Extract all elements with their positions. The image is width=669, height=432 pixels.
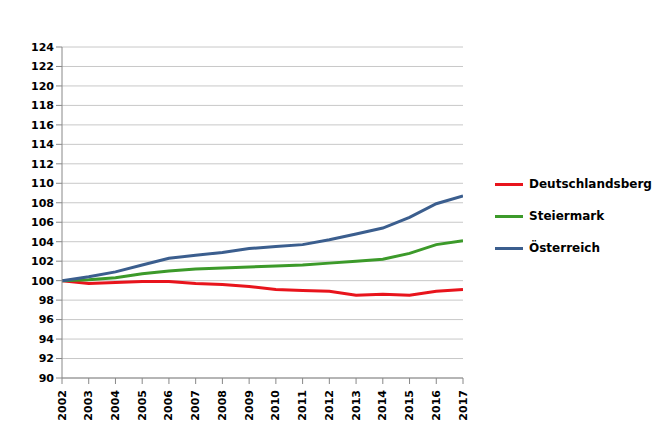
svg-text:114: 114 [31, 138, 54, 151]
svg-text:106: 106 [31, 216, 54, 229]
svg-text:118: 118 [31, 99, 54, 112]
svg-text:98: 98 [39, 294, 54, 307]
svg-text:2002: 2002 [56, 390, 69, 421]
svg-text:116: 116 [31, 119, 54, 132]
svg-text:2007: 2007 [189, 390, 202, 421]
svg-text:104: 104 [31, 236, 54, 249]
svg-text:2003: 2003 [82, 390, 95, 421]
svg-text:2008: 2008 [216, 390, 229, 421]
html-text:Deutschlandsberg: Deutschlandsberg [529, 177, 652, 191]
svg-text:92: 92 [39, 352, 54, 365]
svg-text:2009: 2009 [243, 390, 256, 421]
svg-text:2017: 2017 [457, 390, 470, 421]
svg-text:2010: 2010 [269, 390, 282, 421]
svg-text:94: 94 [39, 333, 55, 346]
svg-text:2005: 2005 [136, 390, 149, 421]
svg-text:2014: 2014 [376, 390, 389, 421]
html-text:Steiermark: Steiermark [529, 209, 605, 223]
svg-text:108: 108 [31, 197, 54, 210]
svg-text:2012: 2012 [323, 390, 336, 421]
svg-text:2013: 2013 [350, 390, 363, 421]
svg-text:2011: 2011 [296, 390, 309, 421]
svg-text:2004: 2004 [109, 390, 122, 421]
html-text:Österreich: Österreich [529, 241, 600, 255]
svg-text:90: 90 [39, 372, 55, 385]
svg-text:110: 110 [31, 177, 54, 190]
svg-text:2016: 2016 [430, 390, 443, 421]
svg-text:2015: 2015 [403, 390, 416, 421]
svg-text:122: 122 [31, 60, 54, 73]
svg-text:96: 96 [39, 313, 55, 326]
svg-text:112: 112 [31, 158, 54, 171]
svg-text:124: 124 [31, 41, 54, 54]
svg-text:120: 120 [31, 80, 54, 93]
svg-text:100: 100 [31, 275, 54, 288]
svg-text:102: 102 [31, 255, 54, 268]
svg-text:2006: 2006 [162, 390, 175, 421]
